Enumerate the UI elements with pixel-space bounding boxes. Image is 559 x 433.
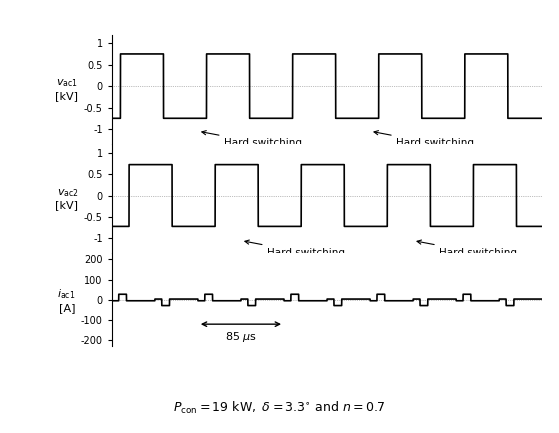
Text: Hard switching: Hard switching [245, 240, 345, 258]
Text: Hard switching: Hard switching [417, 240, 517, 258]
Y-axis label: $v_{\mathrm{ac2}}$
[kV]: $v_{\mathrm{ac2}}$ [kV] [55, 187, 78, 210]
Y-axis label: $v_{\mathrm{ac1}}$
[kV]: $v_{\mathrm{ac1}}$ [kV] [55, 78, 78, 101]
Text: Hard switching: Hard switching [202, 131, 302, 149]
Text: $P_{\mathrm{con}} = 19\ \mathrm{kW},\ \delta = 3.3^{\circ}\ \mathrm{and}\ n = 0.: $P_{\mathrm{con}} = 19\ \mathrm{kW},\ \d… [173, 400, 386, 416]
Text: 85 $\mu$s: 85 $\mu$s [225, 330, 257, 344]
Text: Hard switching: Hard switching [374, 131, 474, 149]
Y-axis label: $i_{\mathrm{ac1}}$
[A]: $i_{\mathrm{ac1}}$ [A] [57, 287, 75, 313]
